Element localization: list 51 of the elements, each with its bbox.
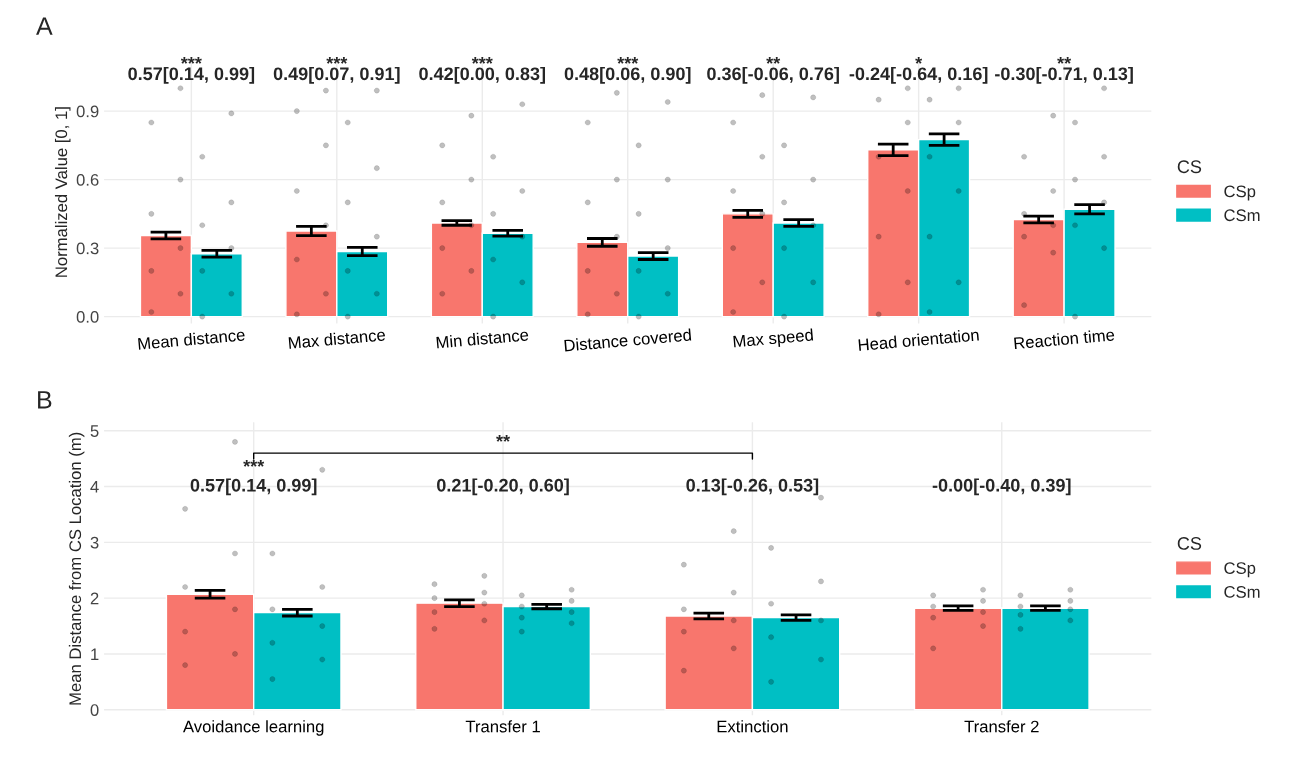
annotation: 0.13[-0.26, 0.53] — [686, 478, 819, 496]
annotation: -0.24[-0.64, 0.16] — [849, 66, 988, 84]
annotation: *** — [617, 57, 639, 64]
y-tick-label: 5 — [90, 425, 99, 437]
legend-label: CSp — [1224, 185, 1256, 201]
y-tick-label: 0 — [90, 704, 99, 716]
legend-title: CS — [1177, 160, 1202, 174]
chart-title: A — [36, 17, 53, 35]
chart-title: B — [38, 391, 52, 409]
annotation: 0.36[-0.06, 0.76] — [707, 66, 839, 84]
annotation: *** — [180, 57, 202, 64]
annotation: *** — [471, 57, 493, 64]
x-tick-label: Min distance — [436, 328, 529, 349]
y-axis-title: Mean Distance from CS Location (m) — [68, 432, 85, 705]
y-tick-label: 2 — [90, 592, 99, 605]
x-tick-label: Max distance — [288, 328, 386, 349]
annotation: 0.57[0.14, 0.99] — [190, 478, 317, 496]
y-tick-label: 0.6 — [76, 174, 99, 186]
annotation: * — [915, 57, 923, 64]
annotation: ** — [496, 435, 511, 442]
legend-label: CSm — [1224, 209, 1260, 222]
y-axis-title: Normalized Value [0, 1] — [54, 107, 71, 277]
x-tick-label: Mean distance — [138, 328, 245, 350]
annotation: *** — [326, 57, 348, 64]
x-tick-label: Distance covered — [564, 328, 692, 352]
x-tick-label: Max speed — [733, 328, 814, 351]
annotation: 0.21[-0.20, 0.60] — [437, 478, 569, 496]
annotation: -0.00[-0.40, 0.39] — [932, 478, 1071, 496]
annotation: -0.30[-0.71, 0.13] — [995, 66, 1133, 84]
annotation: ** — [1057, 57, 1072, 64]
annotation: 0.42[0.00, 0.83] — [419, 66, 546, 84]
y-tick-label: 0.0 — [76, 310, 99, 323]
annotation: *** — [243, 460, 265, 467]
x-tick-label: Transfer 2 — [964, 720, 1039, 733]
legend-title: CS — [1177, 537, 1202, 550]
annotation: ** — [766, 57, 781, 64]
y-tick-label: 0.9 — [76, 105, 99, 118]
x-tick-label: Extinction — [717, 720, 788, 733]
annotation: 0.57[0.14, 0.99] — [128, 66, 255, 84]
x-tick-label: Avoidance learning — [183, 720, 324, 736]
x-tick-label: Head orientation — [858, 328, 979, 352]
y-tick-label: 1 — [91, 648, 99, 660]
legend-label: CSp — [1224, 562, 1256, 578]
x-tick-label: Reaction time — [1014, 328, 1115, 350]
y-tick-label: 3 — [90, 536, 99, 549]
y-tick-label: 0.3 — [76, 242, 99, 255]
y-tick-label: 4 — [90, 481, 99, 493]
annotation: 0.48[0.06, 0.90] — [564, 66, 691, 84]
annotation: 0.49[0.07, 0.91] — [273, 66, 400, 84]
legend-label: CSm — [1224, 586, 1260, 598]
x-tick-label: Transfer 1 — [465, 720, 540, 733]
